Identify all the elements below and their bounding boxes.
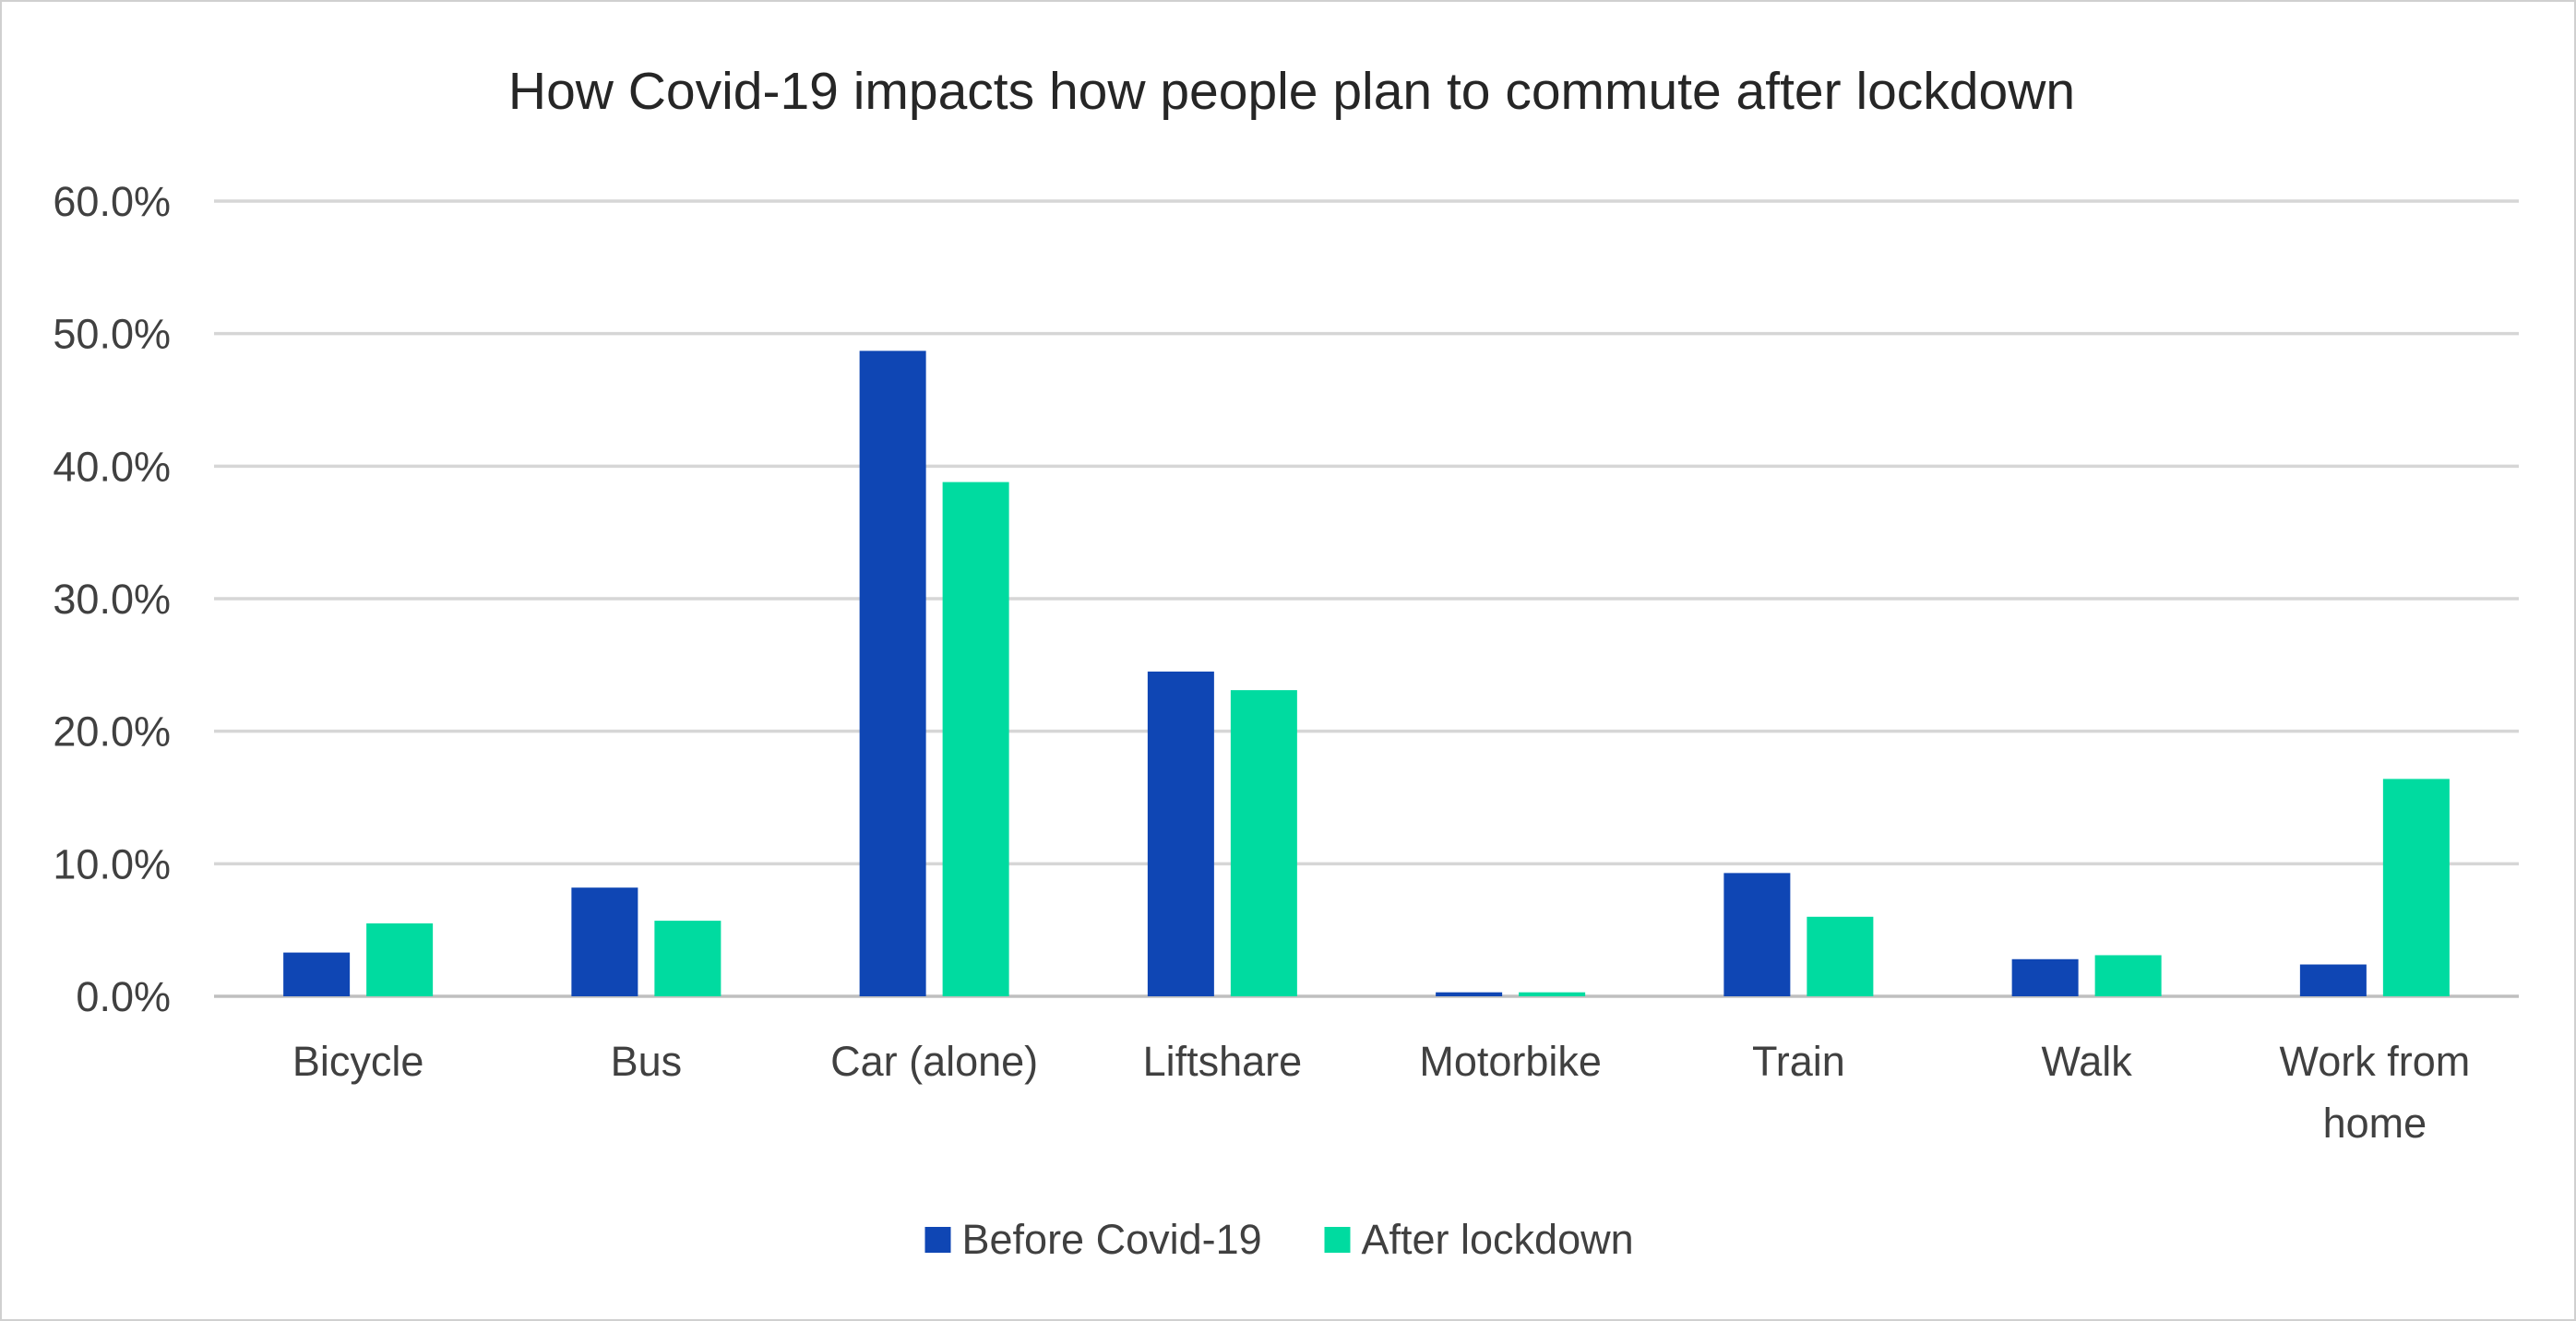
bar-before-covid-19-train	[1723, 873, 1791, 996]
bar-after-lockdown-bus	[654, 921, 722, 996]
legend-label-before-covid-19: Before Covid-19	[962, 1216, 1262, 1263]
y-axis: 0.0% 10.0% 20.0% 30.0% 40.0% 50.0% 60.0%	[53, 178, 171, 1020]
bar-before-covid-19-bus	[571, 887, 638, 996]
y-tick-label: 10.0%	[53, 840, 171, 887]
x-tick-label: Bicycle	[292, 1038, 424, 1085]
gridlines	[214, 199, 2519, 998]
bar-after-lockdown-car-alone	[942, 482, 1009, 996]
x-tick-label: Work from	[2280, 1038, 2471, 1085]
legend-swatch-before-covid-19	[924, 1227, 951, 1253]
legend-label-after-lockdown: After lockdown	[1362, 1216, 1634, 1263]
legend: Before Covid-19 After lockdown	[924, 1216, 1634, 1263]
x-axis: Bicycle Bus Car (alone) Liftshare Motorbike T…	[292, 1038, 2470, 1147]
bar-before-covid-19-bicycle	[283, 952, 351, 996]
y-tick-label: 30.0%	[53, 576, 171, 623]
bar-after-lockdown-motorbike	[1519, 992, 1586, 996]
bar-after-lockdown-liftshare	[1230, 690, 1297, 996]
bars	[283, 351, 2450, 996]
bar-after-lockdown-train	[1807, 916, 1874, 996]
x-tick-label: Train	[1752, 1038, 1845, 1085]
bar-before-covid-19-liftshare	[1147, 672, 1214, 996]
y-tick-label: 0.0%	[76, 973, 171, 1020]
x-tick-label: Motorbike	[1419, 1038, 1602, 1085]
bar-before-covid-19-work-from-home	[2299, 964, 2367, 996]
y-tick-label: 60.0%	[53, 178, 171, 225]
x-tick-label: Bus	[611, 1038, 683, 1085]
chart-title: How Covid-19 impacts how people plan to …	[508, 62, 2075, 121]
y-tick-label: 40.0%	[53, 443, 171, 490]
x-tick-label: Liftshare	[1143, 1038, 1303, 1085]
x-tick-label: Car (alone)	[830, 1038, 1038, 1085]
bar-before-covid-19-walk	[2011, 958, 2079, 996]
bar-after-lockdown-work-from-home	[2382, 779, 2450, 996]
bar-after-lockdown-bicycle	[366, 922, 434, 996]
bar-after-lockdown-walk	[2094, 955, 2162, 996]
bar-before-covid-19-motorbike	[1436, 992, 1503, 996]
legend-swatch-after-lockdown	[1324, 1227, 1351, 1253]
y-tick-label: 20.0%	[53, 708, 171, 756]
x-tick-label: home	[2323, 1100, 2427, 1147]
y-tick-label: 50.0%	[53, 311, 171, 358]
bar-before-covid-19-car-alone	[859, 351, 926, 996]
x-tick-label: Walk	[2041, 1038, 2132, 1085]
